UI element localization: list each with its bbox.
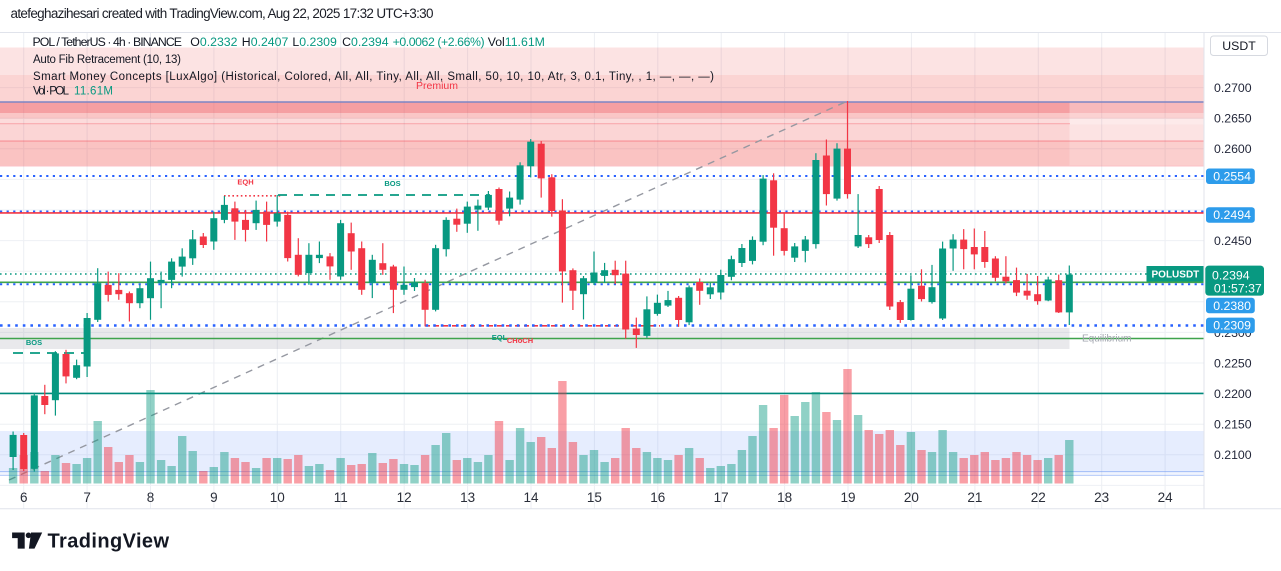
- svg-text:13: 13: [460, 490, 475, 505]
- svg-text:01:57:37: 01:57:37: [1214, 282, 1262, 296]
- svg-text:0.2380: 0.2380: [1213, 299, 1251, 313]
- svg-text:18: 18: [777, 490, 792, 505]
- svg-text:20: 20: [904, 490, 919, 505]
- svg-text:21: 21: [967, 490, 982, 505]
- svg-text:EQL: EQL: [492, 333, 508, 342]
- svg-text:8: 8: [147, 490, 155, 505]
- svg-text:O0.2332: O0.2332: [190, 35, 237, 49]
- svg-text:11.61M: 11.61M: [74, 86, 113, 98]
- svg-text:0.2100: 0.2100: [1214, 448, 1252, 462]
- svg-text:Equilibrium: Equilibrium: [1082, 334, 1131, 345]
- svg-text:USDT: USDT: [1222, 39, 1256, 53]
- svg-text:16: 16: [650, 490, 665, 505]
- svg-text:TradingView: TradingView: [48, 531, 170, 553]
- svg-text:23: 23: [1094, 490, 1109, 505]
- svg-text:CHoCH: CHoCH: [507, 336, 533, 345]
- svg-text:0.2650: 0.2650: [1214, 112, 1252, 126]
- svg-text:0.2554: 0.2554: [1213, 170, 1251, 184]
- svg-text:11: 11: [334, 490, 348, 505]
- svg-text:Vol11.61M: Vol11.61M: [488, 35, 545, 49]
- svg-text:0.2309: 0.2309: [1213, 319, 1251, 333]
- svg-text:Smart Money Concepts [LuxAlgo]: Smart Money Concepts [LuxAlgo] (Historic…: [33, 71, 714, 83]
- svg-text:BOS: BOS: [26, 338, 42, 347]
- svg-text:0.2200: 0.2200: [1214, 387, 1252, 401]
- svg-text:0.2450: 0.2450: [1214, 234, 1252, 248]
- svg-text:atefeghazihesari created with: atefeghazihesari created with TradingVie…: [11, 6, 434, 21]
- svg-text:24: 24: [1158, 490, 1174, 505]
- svg-text:6: 6: [20, 490, 28, 505]
- svg-text:EQH: EQH: [237, 178, 253, 187]
- svg-text:BOS: BOS: [384, 179, 400, 188]
- svg-text:L0.2309: L0.2309: [292, 35, 337, 49]
- svg-text:Auto Fib Retracement (10, 13): Auto Fib Retracement (10, 13): [33, 54, 181, 66]
- svg-text:19: 19: [840, 490, 855, 505]
- svg-text:7: 7: [83, 490, 91, 505]
- svg-text:0.2150: 0.2150: [1214, 418, 1252, 432]
- svg-text:C0.2394: C0.2394: [342, 35, 389, 49]
- svg-text:Premium: Premium: [416, 80, 458, 92]
- svg-text:17: 17: [714, 490, 729, 505]
- svg-text:0.2494: 0.2494: [1213, 208, 1251, 222]
- svg-text:0.2250: 0.2250: [1214, 356, 1252, 370]
- svg-text:22: 22: [1031, 490, 1046, 505]
- svg-text:POL / TetherUS · 4h · BINANCE: POL / TetherUS · 4h · BINANCE: [33, 35, 183, 49]
- svg-text:0.2600: 0.2600: [1214, 142, 1252, 156]
- svg-text:+0.0062 (+2.66%): +0.0062 (+2.66%): [393, 35, 485, 49]
- svg-text:0.2700: 0.2700: [1214, 81, 1252, 95]
- svg-text:9: 9: [210, 490, 218, 505]
- svg-text:H0.2407: H0.2407: [242, 35, 289, 49]
- svg-text:Vol · POL: Vol · POL: [33, 86, 70, 98]
- svg-text:0.2394: 0.2394: [1212, 268, 1250, 282]
- svg-text:10: 10: [270, 490, 285, 505]
- svg-text:POLUSDT: POLUSDT: [1152, 270, 1200, 281]
- svg-text:15: 15: [587, 490, 602, 505]
- svg-text:12: 12: [397, 490, 412, 505]
- svg-text:14: 14: [523, 490, 539, 505]
